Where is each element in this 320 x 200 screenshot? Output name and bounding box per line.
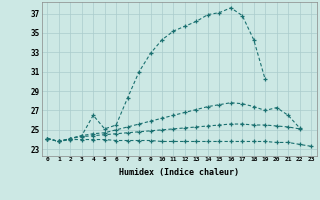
X-axis label: Humidex (Indice chaleur): Humidex (Indice chaleur)	[119, 168, 239, 177]
